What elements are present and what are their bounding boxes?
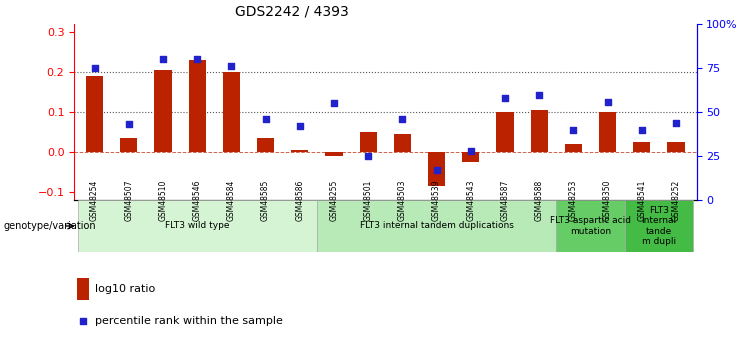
Bar: [359, 132, 376, 152]
Text: genotype/variation: genotype/variation: [4, 221, 96, 231]
Text: FLT3
internal
tande
m dupli: FLT3 internal tande m dupli: [642, 206, 677, 246]
Point: [602, 99, 614, 104]
Bar: [428, 152, 445, 186]
Point: [362, 153, 374, 159]
Bar: [394, 134, 411, 152]
Text: GSM48501: GSM48501: [364, 179, 373, 221]
Text: GSM48539: GSM48539: [432, 179, 441, 221]
Point: [225, 63, 237, 69]
Text: FLT3 wild type: FLT3 wild type: [165, 221, 230, 230]
Bar: [668, 142, 685, 152]
Point: [431, 167, 442, 173]
Text: log10 ratio: log10 ratio: [95, 284, 155, 294]
Text: GSM48586: GSM48586: [296, 179, 305, 221]
Text: GSM48543: GSM48543: [466, 179, 475, 221]
Bar: [78, 200, 317, 252]
Point: [670, 120, 682, 126]
Text: GSM48255: GSM48255: [330, 179, 339, 221]
Bar: [154, 70, 172, 152]
Bar: [257, 138, 274, 152]
Text: GSM48350: GSM48350: [603, 179, 612, 221]
Text: GSM48507: GSM48507: [124, 179, 133, 221]
Point: [499, 95, 511, 101]
Point: [328, 101, 340, 106]
Point: [534, 92, 545, 97]
Bar: [325, 152, 342, 156]
Bar: [599, 112, 617, 152]
Bar: [462, 152, 479, 162]
Point: [568, 127, 579, 132]
Point: [396, 116, 408, 122]
Point: [77, 318, 89, 324]
Text: FLT3 internal tandem duplications: FLT3 internal tandem duplications: [359, 221, 514, 230]
Title: GDS2242 / 4393: GDS2242 / 4393: [235, 4, 349, 18]
Text: GSM48253: GSM48253: [569, 179, 578, 221]
Text: GSM48546: GSM48546: [193, 179, 202, 221]
Point: [157, 57, 169, 62]
Bar: [77, 278, 89, 300]
Bar: [531, 110, 548, 152]
Point: [259, 116, 271, 122]
Point: [636, 127, 648, 132]
Text: GSM48254: GSM48254: [90, 179, 99, 221]
Text: GSM48584: GSM48584: [227, 179, 236, 221]
Text: GSM48541: GSM48541: [637, 179, 646, 221]
Bar: [86, 76, 103, 152]
Text: GSM48503: GSM48503: [398, 179, 407, 221]
Bar: [634, 142, 651, 152]
Text: GSM48587: GSM48587: [500, 179, 510, 221]
Bar: [556, 200, 625, 252]
Bar: [291, 150, 308, 152]
Bar: [496, 112, 514, 152]
Bar: [625, 200, 693, 252]
Text: GSM48252: GSM48252: [671, 179, 680, 221]
Point: [123, 122, 135, 127]
Text: GSM48510: GSM48510: [159, 179, 167, 221]
Bar: [189, 60, 206, 152]
Point: [294, 124, 306, 129]
Bar: [120, 138, 137, 152]
Text: GSM48588: GSM48588: [535, 179, 544, 221]
Text: percentile rank within the sample: percentile rank within the sample: [95, 316, 283, 326]
Bar: [223, 72, 240, 152]
Point: [89, 66, 101, 71]
Bar: [317, 200, 556, 252]
Text: FLT3 aspartic acid
mutation: FLT3 aspartic acid mutation: [550, 216, 631, 236]
Text: GSM48585: GSM48585: [261, 179, 270, 221]
Point: [191, 57, 203, 62]
Bar: [565, 144, 582, 152]
Point: [465, 148, 476, 154]
